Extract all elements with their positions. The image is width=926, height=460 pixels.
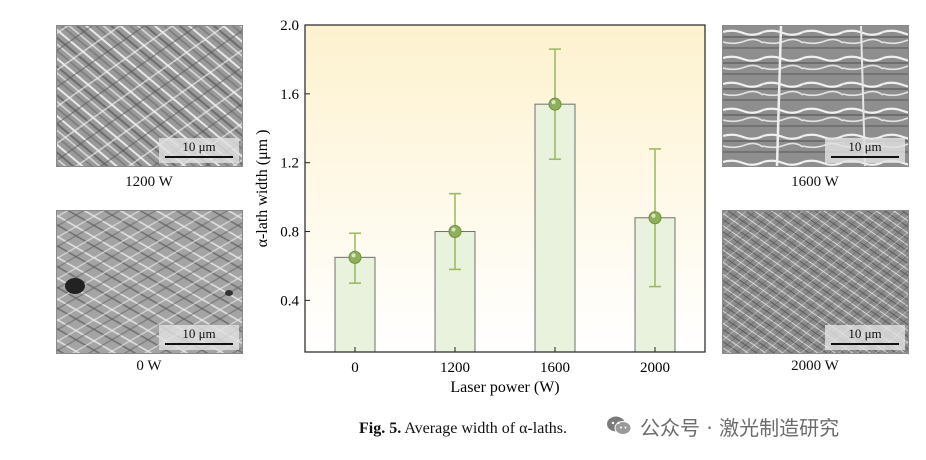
scale-bar: 10 μm [159, 325, 239, 350]
x-tick-label-1200: 1200 [440, 360, 470, 376]
micrograph-2000w: 10 μm [722, 210, 909, 354]
figure-caption-text: Average width of α-laths. [404, 420, 568, 437]
scale-line [831, 343, 899, 345]
micrograph-image [57, 26, 242, 166]
figure-label: Fig. 5. [358, 420, 402, 437]
caption-2000w: 2000 W [791, 358, 839, 374]
x-tick-label-2000: 2000 [640, 360, 670, 376]
x-tick-label-1600: 1600 [540, 360, 570, 376]
y-tick-label: 1.2 [280, 156, 299, 172]
caption-1200w: 1200 W [125, 174, 173, 190]
point-0 [348, 250, 362, 264]
caption-1600w: 1600 W [791, 174, 839, 190]
micrograph-0w: 10 μm [56, 210, 243, 354]
wechat-icon [607, 416, 632, 435]
y-tick-label: 1.6 [280, 87, 299, 103]
scale-label: 10 μm [848, 326, 882, 341]
scale-line [165, 156, 233, 158]
point-highlight-1600 [551, 100, 556, 105]
caption-0w: 0 W [136, 358, 162, 374]
scale-bar: 10 μm [159, 138, 239, 163]
scale-label: 10 μm [182, 139, 216, 154]
scale-label: 10 μm [848, 139, 882, 154]
scale-bar: 10 μm [825, 138, 905, 163]
plot-frame [304, 24, 706, 353]
point-2000 [648, 211, 662, 225]
point-1200 [448, 225, 462, 239]
x-axis-label: Laser power (W) [450, 379, 559, 396]
watermark-text: 公众号 · 激光制造研究 [640, 415, 840, 440]
figure-caption: Fig. 5. Average width of α-laths. [0, 420, 926, 438]
point-highlight-0 [351, 253, 356, 258]
bar-chart: 0.4 0.8 1.2 1.6 2.0 0 1200 1600 2000 α-lath wid… [254, 18, 706, 396]
micrograph-1200w: 10 μm [56, 25, 243, 167]
x-tick-label-0: 0 [351, 360, 359, 376]
point-1600 [548, 97, 562, 111]
point-highlight-2000 [651, 213, 656, 218]
scale-bar: 10 μm [825, 325, 905, 350]
scale-line [165, 343, 233, 345]
point-highlight-1200 [451, 227, 456, 232]
y-tick-label: 0.4 [280, 293, 299, 309]
scale-label: 10 μm [182, 326, 216, 341]
y-axis-label: α-lath width (μm ) [254, 130, 271, 248]
watermark: 公众号 · 激光制造研究 [606, 408, 839, 444]
y-tick-label: 0.8 [280, 225, 299, 241]
scale-line [831, 156, 899, 158]
y-tick-label: 2.0 [280, 18, 299, 34]
micrograph-1600w: 10 μm [722, 25, 909, 167]
